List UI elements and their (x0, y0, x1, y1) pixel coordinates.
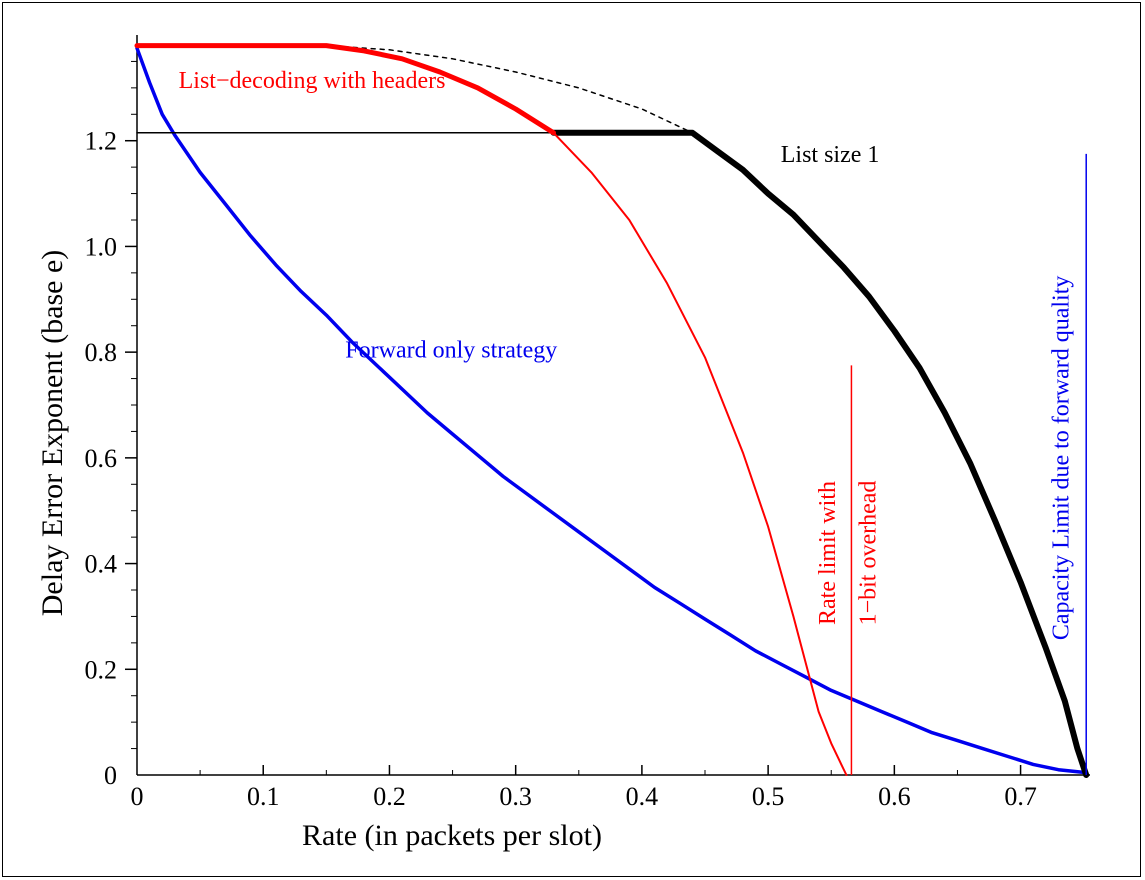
annotation-list-size-1: List size 1 (781, 142, 880, 168)
y-tick-label: 0.8 (85, 338, 118, 367)
series-list-thin (552, 131, 848, 776)
series-list1-dotted (325, 44, 694, 134)
y-tick-label: 1.0 (85, 232, 118, 261)
series-layer (134, 43, 1090, 778)
x-tick-label: 0.7 (1004, 782, 1037, 811)
x-tick-label: 0.4 (626, 782, 659, 811)
x-tick-label: 0.5 (752, 782, 785, 811)
annotations: List−decoding with headers List size 1 For… (179, 68, 1075, 640)
series-list1 (550, 129, 1090, 778)
y-tick-label: 1.2 (85, 127, 118, 156)
annotation-forward-only: Forward only strategy (345, 337, 557, 363)
annotation-rate-limit-2: 1−bit overhead (855, 481, 881, 626)
x-axis-label: Rate (in packets per slot) (302, 819, 602, 852)
annotation-list-decoding: List−decoding with headers (179, 68, 446, 94)
y-tick-label: 0.2 (85, 655, 118, 684)
y-tick-label: 0.6 (85, 444, 118, 473)
axes: 0 0.1 0.2 0.3 0.4 0.5 0.6 0.7 0 0.2 0.4 0.6 0.8 1.0 1.… (85, 35, 1090, 811)
y-tick-label: 0 (104, 761, 117, 790)
x-tick-label: 0.6 (878, 782, 911, 811)
x-tick-label: 0.1 (247, 782, 280, 811)
series-forward (135, 46, 1086, 775)
x-tick-label: 0 (131, 782, 144, 811)
annotation-capacity-limit: Capacity Limit due to forward quality (1049, 276, 1075, 641)
y-tick-label: 0.4 (85, 550, 118, 579)
series-list-thick (134, 43, 556, 136)
x-tick-label: 0.2 (373, 782, 406, 811)
x-tick-label: 0.3 (499, 782, 532, 811)
annotation-rate-limit-1: Rate limit with (815, 481, 841, 625)
y-axis-label: Delay Error Exponent (base e) (36, 250, 69, 617)
